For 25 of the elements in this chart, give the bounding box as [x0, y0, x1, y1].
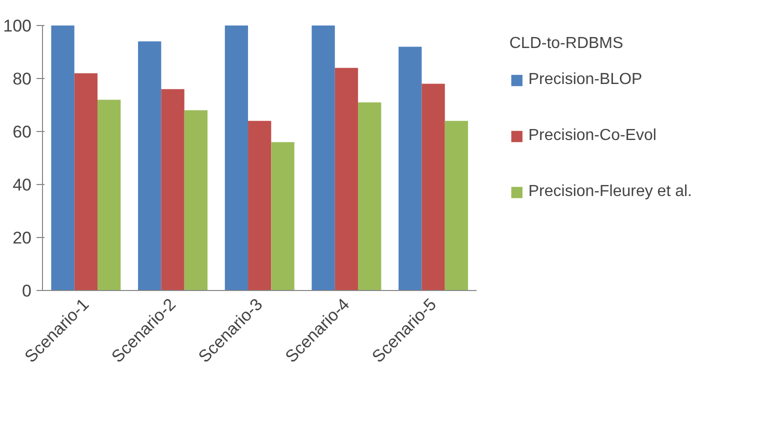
- y-tick-label: 80: [12, 70, 32, 88]
- bar: [398, 46, 422, 290]
- y-tick-label: 100: [3, 16, 32, 36]
- bar: [224, 26, 248, 290]
- bar: [248, 120, 272, 290]
- legend-label: Precision-Fleurey et al.: [528, 183, 692, 201]
- y-tick-label: 40: [12, 176, 32, 194]
- bar: [51, 26, 74, 290]
- y-tick-label: 0: [22, 282, 32, 300]
- bar: [444, 120, 468, 290]
- legend-label: Precision-BLOP: [528, 71, 642, 89]
- bar: [358, 102, 382, 290]
- bar: [312, 26, 335, 290]
- y-tick-label: 60: [12, 122, 32, 142]
- bar: [138, 41, 162, 290]
- bar: [184, 110, 208, 290]
- legend-label: Precision-Co-Evol: [528, 127, 656, 145]
- bar: [334, 68, 358, 290]
- bar: [74, 73, 98, 290]
- bar: [98, 100, 121, 290]
- legend-title: CLD-to-RDBMS: [509, 35, 624, 53]
- y-tick-label: 20: [12, 228, 32, 248]
- bar: [271, 142, 294, 290]
- bar: [422, 84, 445, 290]
- bar: [161, 89, 184, 290]
